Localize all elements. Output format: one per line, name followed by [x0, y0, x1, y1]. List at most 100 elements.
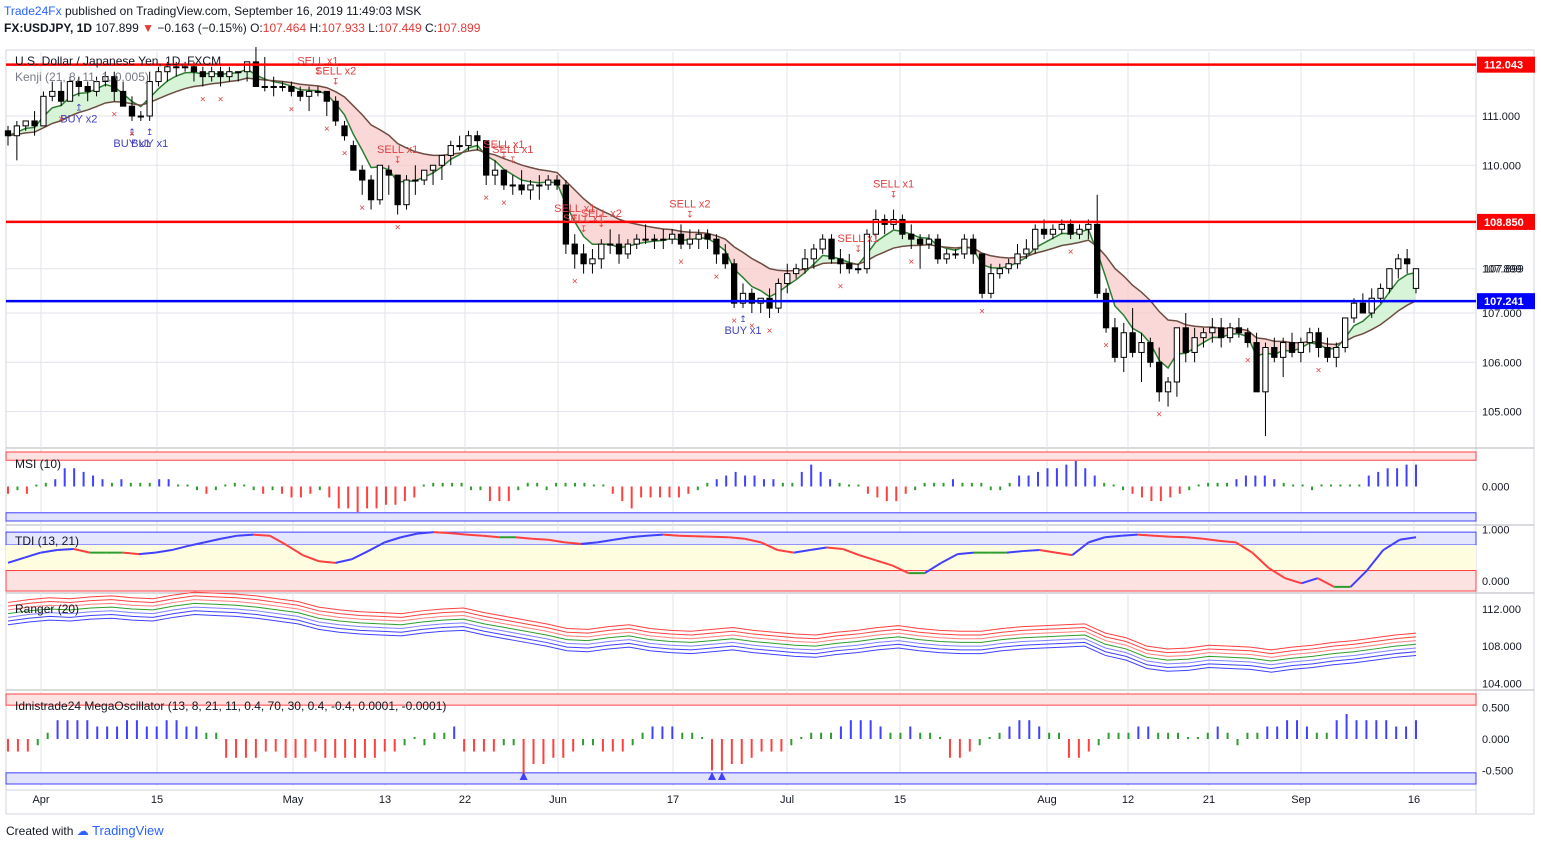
candle-body [164, 66, 171, 73]
tdi-line-segment [1203, 537, 1220, 542]
tdi-line-segment [531, 537, 549, 541]
buy-signal-label: BUY x2 [60, 113, 97, 125]
tdi-axis-label: 1.000 [1482, 525, 1510, 537]
cross-marker-icon: × [1156, 410, 1162, 421]
candle-body [642, 238, 649, 241]
sell-arrow-icon: ↧ [686, 209, 694, 219]
tdi-line-segment [1366, 549, 1385, 572]
tdi-line-segment [1186, 536, 1204, 540]
tdi-mid-band [6, 544, 1476, 571]
up-triangle-icon [717, 772, 726, 780]
candle-body [1412, 268, 1420, 289]
tdi-line-segment [285, 544, 304, 557]
candle-body [934, 238, 941, 260]
ranger-axis-label: 104.000 [1482, 678, 1522, 690]
tdi-line-segment [1023, 549, 1040, 553]
mega-oscillator-axis-label: 0.500 [1482, 703, 1510, 715]
candle-body [837, 258, 844, 265]
candle-body [748, 292, 756, 304]
main-pane-title: U.S. Dollar / Japanese Yen, 1D, FXCM [15, 54, 221, 68]
candle-body [1023, 248, 1030, 255]
candle-body [598, 243, 605, 260]
publisher-link[interactable]: Trade24Fx [4, 4, 62, 18]
open-label: O: [250, 21, 263, 35]
sell-signal-label: SELL x1 [873, 179, 914, 191]
tdi-line-segment [924, 561, 942, 574]
candle-body [483, 140, 490, 176]
level-price-label: 112.043 [1484, 60, 1523, 72]
price-change: −0.163 (−0.15%) [157, 21, 247, 35]
sell-signal-label: SELL x1 [563, 213, 604, 225]
candle-body [925, 238, 933, 245]
time-axis-label: 15 [894, 794, 906, 806]
sell-signal-label: SELL x1 [492, 144, 533, 156]
tdi-line-segment [220, 534, 238, 540]
time-axis-label: 17 [667, 794, 679, 806]
candle-body [1067, 223, 1074, 235]
candle-body [137, 115, 144, 118]
low-value: 107.449 [378, 21, 422, 35]
candle-body [996, 268, 1003, 275]
tdi-axis-label: 0.000 [1482, 576, 1510, 588]
sell-signal-label: SELL x1 [483, 139, 524, 151]
candle-body [181, 66, 189, 69]
tdi-line-segment [1153, 534, 1171, 538]
candle-body [279, 85, 286, 88]
candle-body [429, 164, 437, 171]
tdi-line-segment [1317, 577, 1335, 588]
candle-body [1253, 342, 1260, 393]
candle-body [226, 71, 233, 78]
tradingview-logo-icon: ☁ [76, 824, 89, 838]
candle-body [1244, 332, 1251, 344]
tdi-line-segment [760, 541, 778, 551]
candle-body [119, 90, 127, 107]
candle-body [952, 253, 959, 256]
tdi-title: TDI (13, 21) [15, 534, 79, 548]
tdi-line-segment [695, 535, 713, 538]
mega-oscillator-upper-band [5, 693, 1477, 706]
candle-body [359, 169, 366, 181]
candle-body [562, 184, 570, 245]
tdi-line-segment [793, 549, 811, 554]
sell-arrow-icon: ↧ [571, 214, 579, 224]
tdi-line-segment [711, 535, 729, 539]
candle-body [571, 243, 578, 255]
time-axis-label: 21 [1203, 794, 1215, 806]
buy-arrow-icon: ↥ [739, 314, 747, 324]
candle-body [1218, 327, 1225, 339]
tdi-line-segment [957, 551, 975, 556]
cross-marker-icon: × [218, 94, 224, 105]
tradingview-link[interactable]: TradingView [92, 823, 164, 838]
candle-body [1182, 327, 1189, 353]
candle-body [1271, 347, 1278, 358]
candle-body [730, 263, 738, 304]
down-arrow-icon: ▼ [142, 21, 154, 35]
tdi-line-segment [728, 536, 745, 540]
up-triangle-icon [519, 772, 528, 780]
mega-oscillator-title: Idnistrade24 MegaOscillator (13, 8, 21, … [15, 699, 446, 713]
cross-marker-icon: × [129, 129, 135, 140]
tdi-line-segment [515, 536, 533, 540]
candle-body [677, 233, 685, 245]
tdi-line-segment [1301, 577, 1319, 585]
tdi-line-segment [1349, 569, 1368, 588]
tdi-line-segment [187, 541, 205, 547]
cross-marker-icon: × [324, 124, 330, 135]
candle-body [456, 145, 463, 148]
msi-upper-band [5, 451, 1477, 461]
close-value: 107.899 [436, 21, 481, 35]
cross-marker-icon: × [288, 104, 294, 115]
tdi-line-segment [400, 532, 418, 539]
candle-body [846, 263, 853, 270]
candle-body [1147, 342, 1154, 363]
candle-body [1235, 327, 1243, 334]
tdi-line-segment [646, 533, 663, 537]
tdi-line-segment [1039, 549, 1056, 554]
candle-body [1288, 342, 1296, 353]
candle-body [766, 297, 773, 309]
candle-body [722, 253, 729, 265]
candle-body [332, 100, 339, 122]
tdi-line-segment [417, 531, 434, 535]
buy-arrow-icon: ↥ [128, 127, 136, 137]
